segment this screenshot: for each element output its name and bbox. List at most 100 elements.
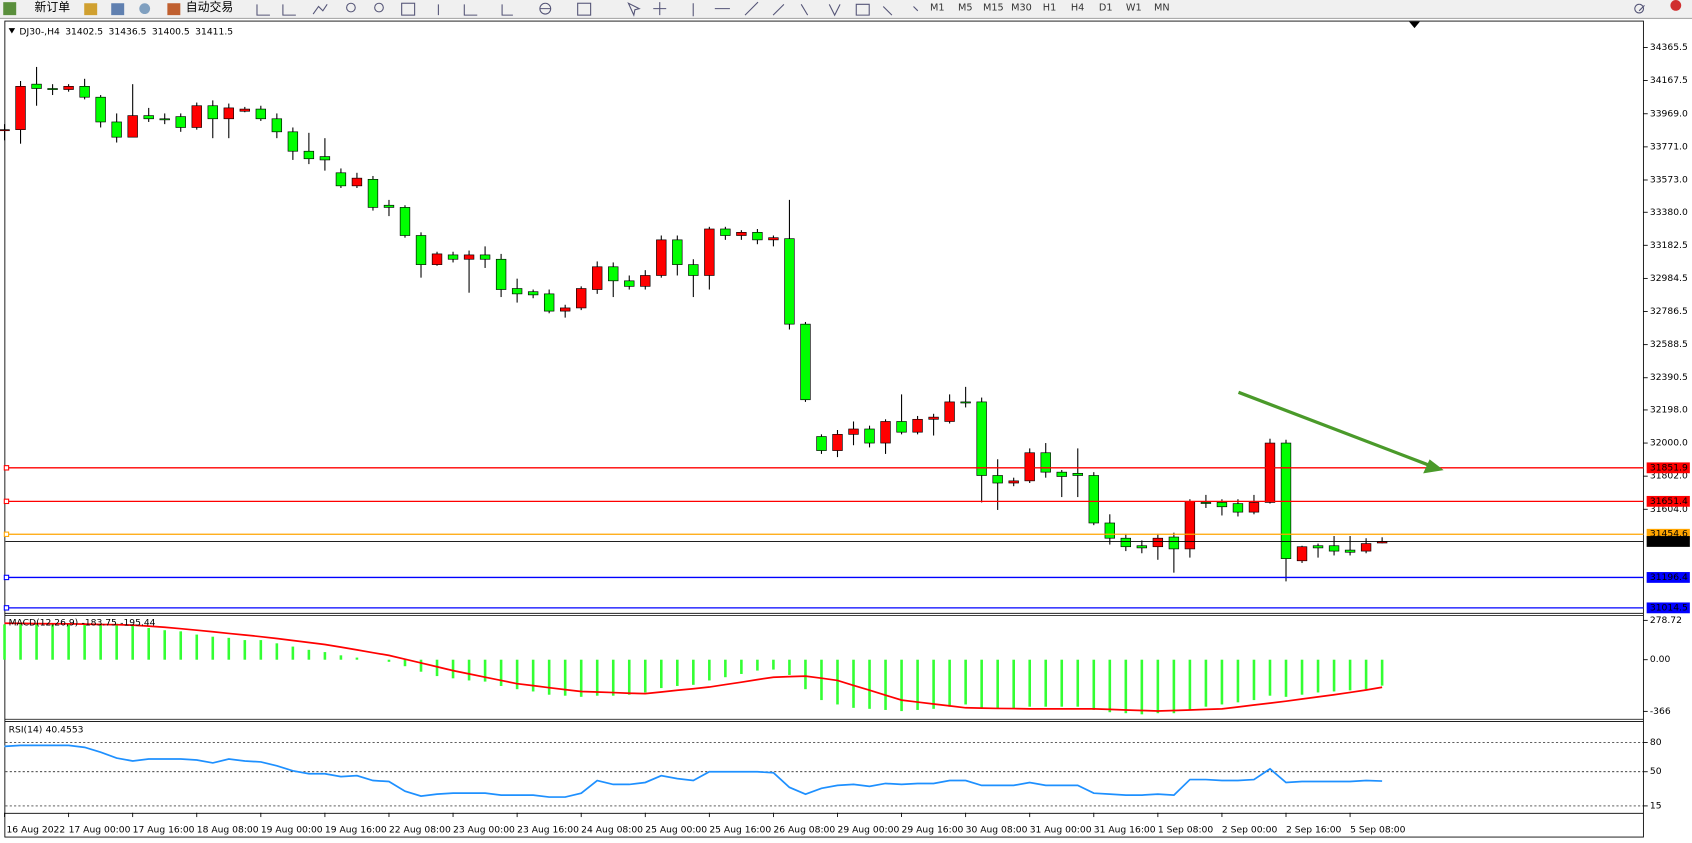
period-button[interactable]: MN (1154, 3, 1170, 14)
level-price-box (1646, 528, 1690, 540)
period-button[interactable]: H1 (1043, 3, 1056, 14)
x-tick-label: 23 Aug 16:00 (517, 825, 579, 836)
y-tick-label: 278.72 (1650, 615, 1682, 626)
period-button[interactable]: M30 (1011, 3, 1032, 14)
candle-body (624, 280, 635, 287)
candle-body (31, 83, 42, 89)
y-tick-label: 32390.5 (1650, 372, 1688, 383)
icon[interactable] (346, 2, 356, 13)
autotrade-icon[interactable] (167, 3, 181, 16)
notification-badge[interactable] (1670, 0, 1682, 11)
candle-body (63, 86, 74, 90)
period-button[interactable]: M15 (983, 3, 1004, 14)
candle-body (1312, 545, 1324, 549)
ohlc-value: 31402.5 (65, 26, 103, 37)
y-tick-label: 0.00 (1650, 654, 1671, 665)
indicator-name: MACD(12,26,9) (9, 617, 79, 628)
candle-body (159, 118, 170, 121)
candle-body (944, 401, 955, 422)
candle-body (1056, 471, 1067, 477)
candle-body (992, 475, 1003, 484)
new-order-icon[interactable] (3, 2, 17, 16)
icon[interactable] (539, 2, 552, 15)
candle-body (784, 238, 795, 325)
icon[interactable] (627, 1, 919, 17)
chart-background (0, 19, 1692, 843)
level-price-box (1646, 572, 1690, 583)
candle-body (527, 291, 539, 296)
candle-body (720, 228, 731, 236)
chart-layer: 34365.5 34167.5 33969.0 33771.0 33573.0 33380… (0, 26, 1690, 836)
macd-header: MACD(12,26,9) -183.75 -195.44 (9, 617, 156, 628)
icon[interactable] (401, 2, 416, 16)
candle-body (640, 275, 651, 287)
candle-body (704, 228, 715, 276)
candle-body (495, 258, 507, 290)
candle-body (1216, 502, 1228, 508)
candle-body (1264, 442, 1276, 503)
level-price-box (1646, 602, 1690, 614)
level-price-box (1646, 462, 1690, 474)
tool-icon[interactable] (139, 3, 151, 15)
y-tick-label: 31604.0 (1650, 504, 1688, 515)
y-tick-label: 31802.0 (1650, 471, 1688, 482)
macd-value: -183.75 (82, 617, 118, 628)
period-button[interactable]: H4 (1071, 3, 1084, 14)
shift-marker (1409, 21, 1420, 29)
toolbar (0, 0, 1692, 19)
icon[interactable] (374, 2, 384, 13)
x-tick-label: 19 Aug 00:00 (261, 825, 323, 836)
candle-body (1088, 475, 1099, 524)
y-tick-label: 32198.0 (1650, 404, 1688, 415)
icon[interactable] (437, 4, 551, 16)
period-button[interactable]: M1 (930, 3, 945, 14)
level-price-label: 31851.9 (1650, 462, 1688, 473)
x-tick-label: 25 Aug 00:00 (645, 825, 707, 836)
candle-body (736, 232, 747, 236)
candle-body (1248, 502, 1260, 513)
tool-icon[interactable] (84, 3, 98, 16)
level-price-label: 31651.4 (1650, 496, 1688, 507)
candle-body (543, 293, 555, 312)
period-button[interactable]: M5 (958, 3, 973, 14)
candle-body (1136, 545, 1148, 549)
symbol-marker (8, 28, 16, 34)
level-handle (3, 465, 10, 471)
candle-body (207, 105, 218, 120)
candle-body (15, 86, 26, 130)
icon[interactable] (577, 2, 592, 16)
candle-body (592, 266, 603, 290)
y-tick-label: 32786.5 (1650, 306, 1688, 317)
period-button[interactable]: D1 (1099, 3, 1113, 14)
symbol: DJ30-,H4 (19, 26, 60, 37)
candle-body (143, 115, 154, 120)
x-tick-label: 5 Sep 08:00 (1350, 825, 1406, 836)
toolbar-button[interactable]: 新订单 (35, 0, 71, 14)
x-tick-label: 23 Aug 00:00 (453, 825, 515, 836)
rsi-header: RSI(14) 40.4553 (9, 724, 84, 735)
level-handle (3, 605, 10, 611)
toolbar-button[interactable]: 自动交易 (186, 0, 233, 14)
candle-body (608, 266, 619, 282)
candle-body (511, 288, 523, 295)
candle-body (880, 421, 891, 444)
macd-signal-line (4, 622, 1383, 712)
search-icon[interactable] (1634, 3, 1645, 14)
candle-body (576, 288, 587, 309)
candle-body (1152, 537, 1164, 548)
y-tick-label: 80 (1650, 737, 1662, 748)
candle-body (1008, 480, 1019, 484)
x-tick-label: 29 Aug 16:00 (902, 825, 964, 836)
period-button[interactable]: W1 (1126, 3, 1142, 14)
icon[interactable] (256, 4, 328, 16)
y-tick-label: 33969.0 (1650, 108, 1688, 119)
level-price-label: 31014.5 (1650, 602, 1688, 613)
y-tick-label: 32000.0 (1650, 438, 1688, 449)
signal-value: -195.44 (120, 617, 156, 628)
y-tick-label: 34167.5 (1650, 75, 1688, 86)
tool-icon[interactable] (111, 3, 125, 16)
candle-body (1232, 503, 1244, 513)
candle-body (1120, 537, 1132, 548)
candle-body (431, 253, 443, 265)
